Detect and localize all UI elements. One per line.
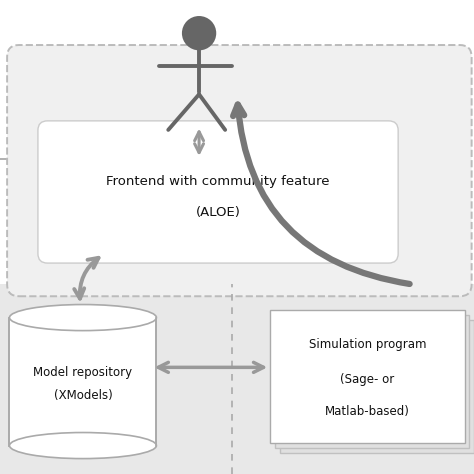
Text: (XModels): (XModels): [54, 389, 112, 402]
Bar: [10, 318, 155, 446]
Text: Frontend with community feature: Frontend with community feature: [106, 174, 330, 188]
Bar: [275, 315, 469, 448]
Bar: [0, 284, 474, 474]
FancyBboxPatch shape: [7, 45, 472, 296]
Bar: [9, 318, 156, 446]
Text: Model repository: Model repository: [33, 365, 133, 379]
Bar: [280, 320, 474, 453]
Text: Simulation program: Simulation program: [309, 338, 426, 352]
Ellipse shape: [9, 432, 156, 459]
FancyBboxPatch shape: [38, 121, 398, 263]
Circle shape: [183, 17, 215, 49]
Bar: [270, 310, 465, 443]
Text: (Sage- or: (Sage- or: [340, 373, 394, 386]
Text: (ALOE): (ALOE): [196, 206, 240, 219]
Text: Matlab-based): Matlab-based): [325, 405, 410, 418]
Ellipse shape: [9, 305, 156, 331]
